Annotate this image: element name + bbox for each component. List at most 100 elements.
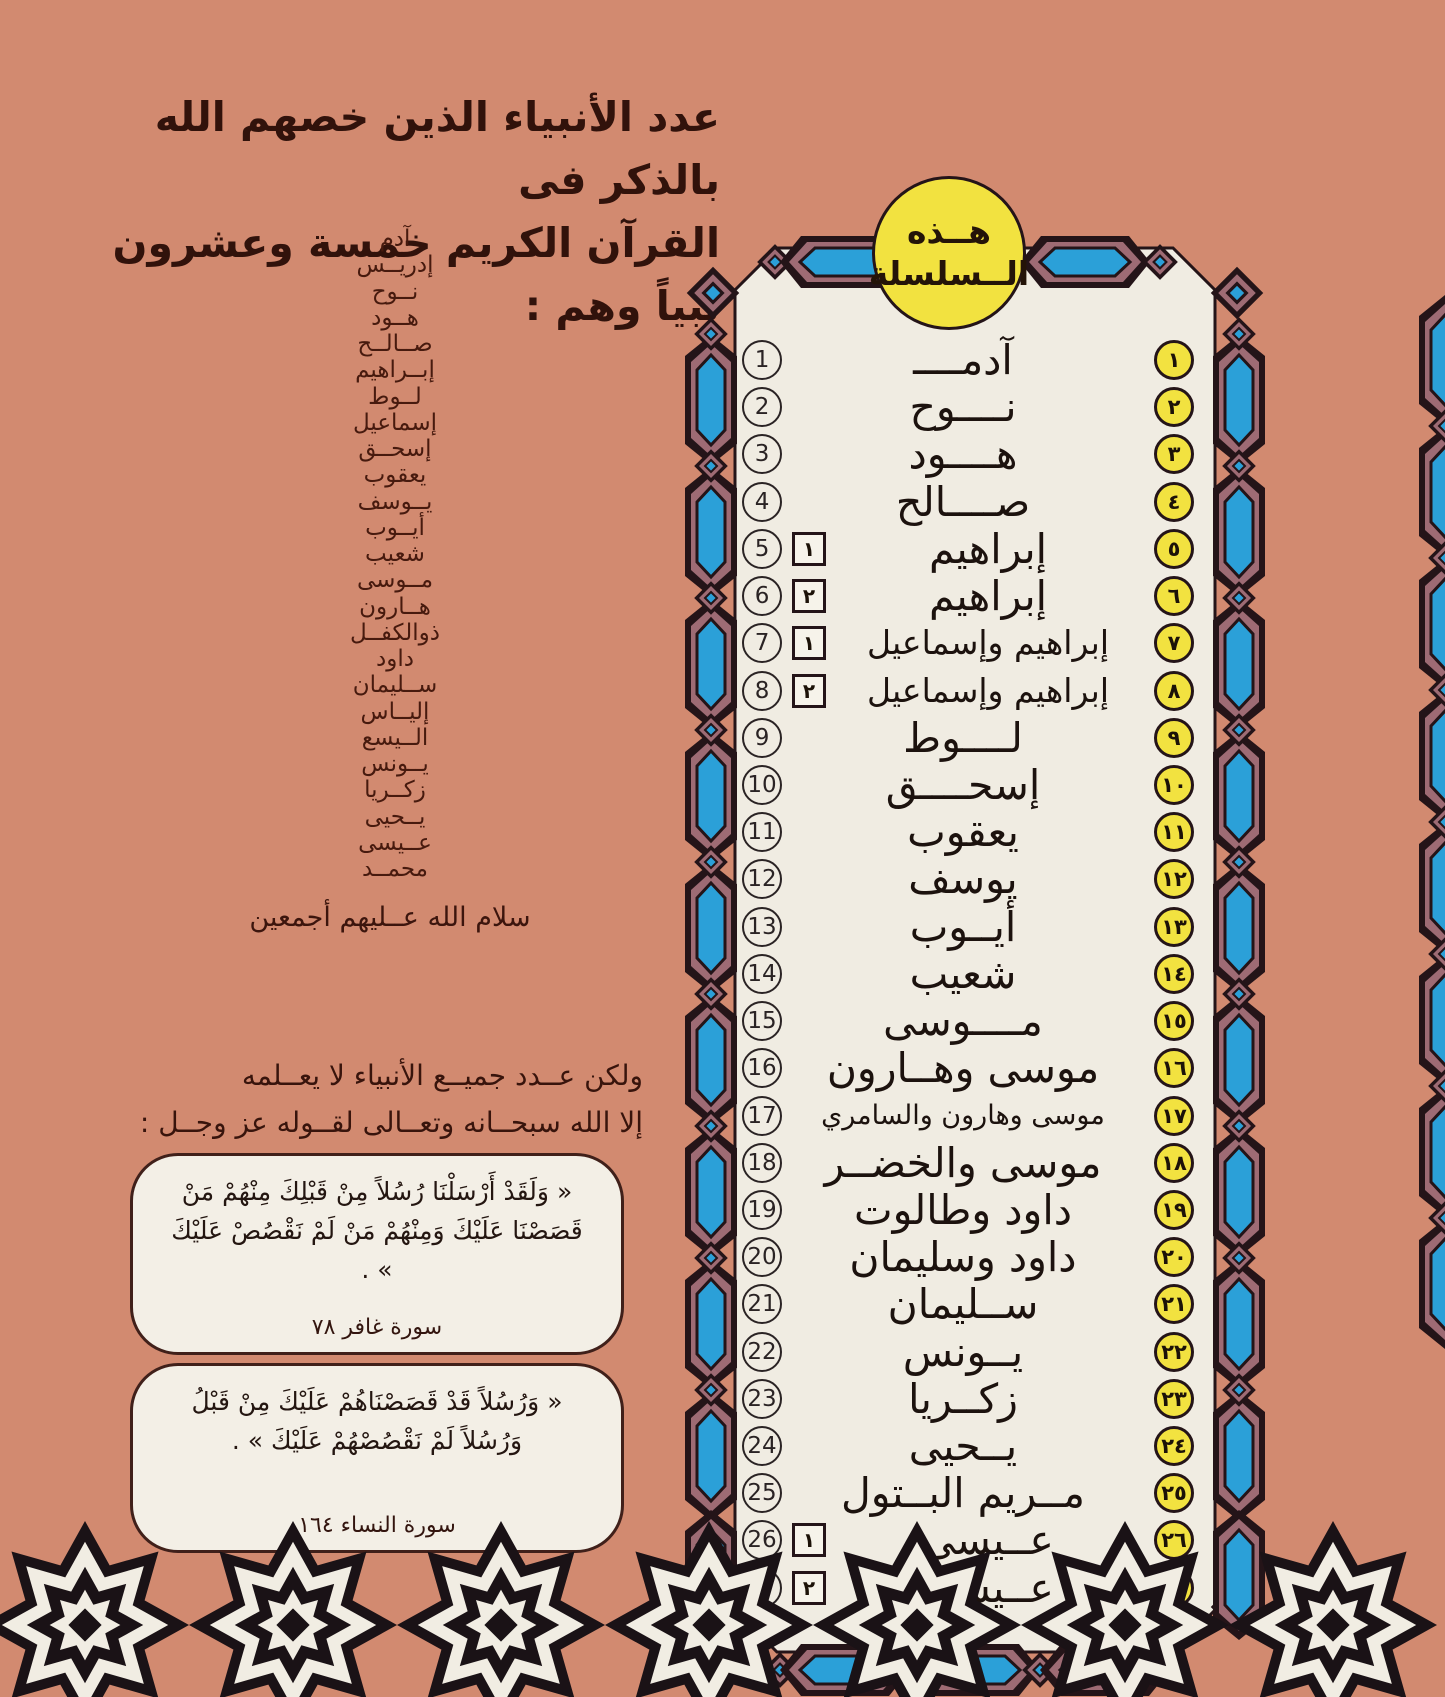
- prophet-name: داود وسليمان: [849, 1233, 1077, 1282]
- prophet-name: صــالــح: [357, 331, 433, 357]
- episode-number-badge: ١٧: [1154, 1095, 1194, 1136]
- prophet-name: ذوالكفــل: [350, 619, 440, 646]
- prophet-name: لــوط: [368, 383, 422, 410]
- row-number-circle: 6: [742, 576, 782, 617]
- part-number-box: ١: [792, 1523, 826, 1558]
- episode-number-badge: ١٢: [1154, 859, 1194, 900]
- prophet-name: يعقوب: [907, 808, 1019, 857]
- episode-number-badge: ٩: [1154, 717, 1194, 758]
- part-number-box: ١: [792, 531, 826, 566]
- episode-number-badge: ١: [1154, 340, 1194, 380]
- series-row: ١١ يعقوب 11: [742, 810, 1194, 854]
- episode-number-badge: ٢: [1154, 387, 1194, 428]
- prophet-name: يــونس: [902, 1327, 1024, 1376]
- prophet-name: إسحــــق: [885, 760, 1041, 809]
- prophet-name: إدريــس: [356, 252, 434, 279]
- prophet-name: صــــالح: [895, 477, 1031, 526]
- row-number-circle: 23: [742, 1378, 782, 1419]
- prophet-name: داود: [376, 646, 414, 672]
- prophet-name: إبراهيم وإسماعيل: [866, 670, 1110, 710]
- note-text: ولكن عــدد جميــع الأنبياء لا يعــلمه إل…: [55, 1052, 643, 1146]
- part-number-box: ٢: [792, 673, 826, 708]
- episode-number-badge: ١٣: [1154, 906, 1194, 947]
- blessing-text: سلام الله عــليهم أجمعين: [249, 902, 531, 933]
- series-row: ١٤ شعيب 14: [742, 952, 1194, 996]
- prophet-name: إليــاس: [360, 698, 430, 725]
- prophet-name: يعقوب: [363, 462, 427, 489]
- note-line2: إلا الله سبحــانه وتعــالى لقــوله عز وج…: [139, 1106, 643, 1139]
- prophet-name: لــــوط: [903, 713, 1023, 762]
- row-number-circle: 15: [742, 1001, 782, 1042]
- episode-number-badge: ٨: [1154, 670, 1194, 711]
- series-badge-line2: الــسلسلة: [868, 254, 1030, 293]
- prophet-name: يوسف: [908, 855, 1018, 904]
- series-row: ١ آدمــــ 1: [742, 338, 1194, 382]
- prophet-name: يــونس: [361, 751, 429, 777]
- series-row: ٩ لــــوط 9: [742, 716, 1194, 760]
- row-number-circle: 18: [742, 1142, 782, 1183]
- prophet-name-list: آدم إدريــس نــوح هــود صــالــح إبــراه…: [245, 226, 545, 882]
- episode-number-badge: ٢١: [1154, 1284, 1194, 1325]
- series-list: ١ آدمــــ 1 ٢ نــــوح 2 ٣ هــــود 3 ٤: [742, 338, 1194, 1610]
- series-row: ١٣ أيــوب 13: [742, 905, 1194, 949]
- row-number-circle: 2: [742, 387, 782, 428]
- verse-text: « وَلَقَدْ أَرْسَلْنَا رُسُلاً مِنْ قَبْ…: [171, 1177, 583, 1284]
- series-row: ١٥ مــــوسى 15: [742, 999, 1194, 1043]
- row-number-circle: 13: [742, 906, 782, 947]
- row-number-circle: 1: [742, 340, 782, 380]
- episode-number-badge: ١٩: [1154, 1189, 1194, 1230]
- prophet-name: زكــريا: [908, 1374, 1018, 1423]
- row-number-circle: 8: [742, 670, 782, 711]
- episode-number-badge: ٤: [1154, 481, 1194, 522]
- episode-number-badge: ٥: [1154, 528, 1194, 569]
- prophet-name: إسماعيل: [352, 409, 438, 436]
- episode-number-badge: ١٦: [1154, 1048, 1194, 1089]
- prophet-name: موسى وهــارون: [826, 1044, 1100, 1093]
- series-badge-line1: هــذه: [907, 212, 991, 251]
- prophet-name: يــحيى: [908, 1422, 1018, 1471]
- series-row: ٢٠ داود وسليمان 20: [742, 1235, 1194, 1279]
- series-row: ٤ صــــالح 4: [742, 480, 1194, 524]
- part-number-box: ٢: [792, 1570, 826, 1605]
- prophet-name: مــــوسى: [883, 997, 1043, 1046]
- prophet-name: يــحيى: [364, 803, 426, 830]
- prophet-name: هــود: [371, 304, 419, 331]
- row-number-circle: 22: [742, 1331, 782, 1372]
- verse-text: « وَرُسُلاً قَدْ قَصَصْنَاهُمْ عَلَيْكَ …: [191, 1387, 563, 1455]
- prophet-name: إبراهيم: [928, 524, 1048, 573]
- row-number-circle: 12: [742, 859, 782, 900]
- page-title-line1: عدد الأنبياء الذين خصهم الله بالذكر فى: [154, 93, 720, 204]
- prophet-name: نــوح: [371, 278, 419, 305]
- prophet-name: عــيسى: [358, 829, 432, 856]
- verse-box-ghafir: « وَلَقَدْ أَرْسَلْنَا رُسُلاً مِنْ قَبْ…: [130, 1153, 624, 1355]
- series-row: ٦ إبراهيم ٢ 6: [742, 574, 1194, 618]
- prophet-name: ســليمان: [887, 1280, 1039, 1329]
- series-row: ١٦ موسى وهــارون 16: [742, 1046, 1194, 1090]
- row-number-circle: 26: [742, 1520, 782, 1561]
- row-number-circle: 3: [742, 434, 782, 475]
- series-row: ٢٣ زكــريا 23: [742, 1377, 1194, 1421]
- prophet-name: إبراهيم وإسماعيل: [866, 623, 1110, 663]
- prophet-name: مــوسى: [356, 567, 434, 594]
- series-row: ١٠ إسحــــق 10: [742, 763, 1194, 807]
- row-number-circle: 20: [742, 1237, 782, 1278]
- row-number-circle: 16: [742, 1048, 782, 1089]
- episode-number-badge: ٢٥: [1154, 1473, 1194, 1514]
- prophet-name: محمــد: [361, 856, 428, 882]
- prophet-name: إبــراهيم: [355, 357, 435, 384]
- prophet-name: شعيب: [909, 949, 1017, 998]
- prophet-name: آدم: [379, 226, 411, 252]
- prophet-name: الــيسع: [361, 724, 429, 751]
- prophet-name: آدمــــ: [913, 336, 1013, 384]
- episode-number-badge: ٢٠: [1154, 1237, 1194, 1278]
- series-row: ٢٦ عــيسى ١ 26: [742, 1518, 1194, 1562]
- series-badge: هــذه الــسلسلة: [868, 176, 1030, 330]
- series-row: ٨ إبراهيم وإسماعيل ٢ 8: [742, 669, 1194, 713]
- prophet-name: يــوسف: [357, 488, 433, 515]
- episode-number-badge: ١٠: [1154, 764, 1194, 805]
- series-row: ١٨ موسى والخضــر 18: [742, 1141, 1194, 1185]
- row-number-circle: 24: [742, 1426, 782, 1467]
- series-row: ٢٧ عــيسى ٢ 27: [742, 1566, 1194, 1610]
- series-row: ٢٥ مــريم البــتول 25: [742, 1471, 1194, 1515]
- row-number-circle: 5: [742, 528, 782, 569]
